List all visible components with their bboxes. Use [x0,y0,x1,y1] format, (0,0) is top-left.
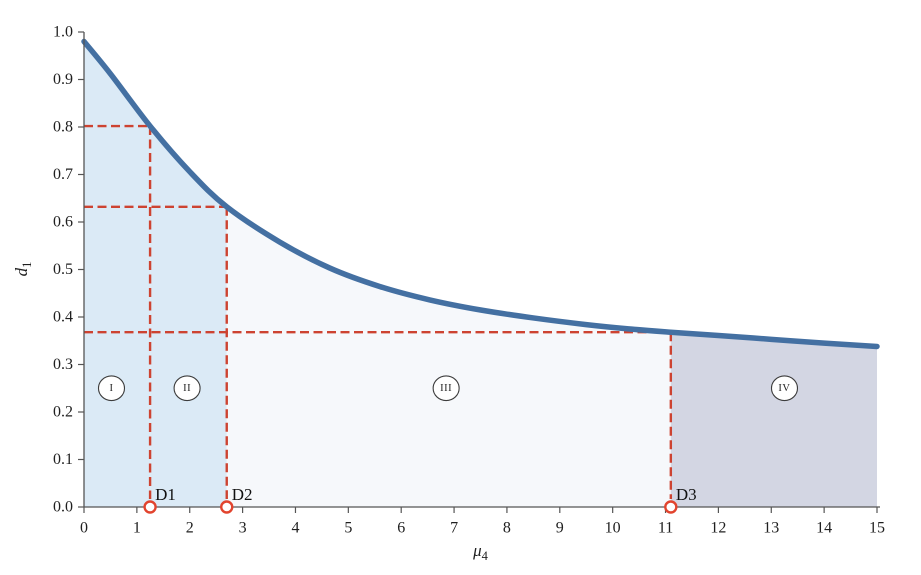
region-badge-label-II: II [183,383,191,394]
x-tick-label: 13 [763,520,779,537]
region-badge-circle-IV [770,375,799,402]
region-badge-IV: IV [770,375,799,402]
axis-labels-layer: μ4 d1 [12,262,489,563]
design-points-layer: D1 D2 D3 [143,485,697,514]
region-badge-II: II [173,375,201,402]
y-tick-label: 0.2 [53,404,73,421]
x-tick-label: 4 [291,520,299,537]
x-tick-label: 3 [239,520,247,537]
region-fill-IV [670,332,877,507]
design-point-marker-D2 [220,500,234,514]
axes-layer: 0 1 2 3 4 5 6 7 8 9 10 11 12 13 14 150.00.10.20.30.40.5… [53,24,885,537]
design-point-label-D2: D2 [232,485,253,504]
y-tick-label: 0.9 [53,71,73,88]
design-point-marker-D3 [664,500,678,514]
x-tick-label: 9 [556,520,564,537]
x-tick-label: 0 [80,520,88,537]
y-tick-label: 0.8 [53,119,73,136]
region-badge-circle-III [432,375,460,402]
x-tick-label: 8 [503,520,511,537]
design-point-label-D1: D1 [155,485,176,504]
x-tick-label: 14 [816,520,832,537]
design-point-marker-D1 [143,500,157,514]
region-fill-II [150,126,227,508]
guide-lines-layer [84,124,673,499]
x-axis-title: μ4 [472,541,489,563]
x-tick-label: 12 [710,520,726,537]
region-badge-I: I [97,375,126,402]
y-tick-label: 0.7 [53,166,73,183]
design-point-D1: D1 [143,485,176,514]
x-axis-ticks: 0 1 2 3 4 5 6 7 8 9 10 11 12 13 14 15 [80,507,885,537]
region-badge-circle-II [173,375,201,402]
y-tick-label: 0.0 [53,499,73,516]
y-axis-ticks: 0.0 0.1 0.2 0.3 0.4 0.5 0.6 0.7 0.8 0.9 1.0 [53,24,84,516]
design-point-D3: D3 [664,485,697,514]
y-tick-label: 1.0 [53,24,73,41]
guide-lines-D3 [84,331,673,499]
x-tick-label: 2 [186,520,194,537]
design-point-D2: D2 [220,485,253,514]
curve-layer [81,38,880,350]
region-fills-layer [84,41,877,508]
x-tick-label: 5 [344,520,352,537]
guide-lines-D1 [84,124,152,499]
region-badges-layer: I II III IV [97,375,799,402]
x-tick-label: 15 [869,520,885,537]
x-tick-label: 10 [605,520,621,537]
d1-vs-mu4-boundary-curve [81,38,880,350]
x-tick-label: 6 [397,520,405,537]
region-badge-label-IV: IV [778,383,790,394]
guide-lines-D2 [84,205,228,499]
region-badge-circle-I [97,375,126,402]
y-tick-label: 0.5 [53,261,73,278]
region-fill-III [226,206,671,508]
x-tick-label: 1 [133,520,141,537]
x-tick-label: 11 [658,520,673,537]
y-axis-title: d1 [12,262,34,277]
y-tick-label: 0.3 [53,356,73,373]
y-tick-label: 0.6 [53,214,73,231]
region-badge-III: III [432,375,460,402]
region-badge-label-I: I [109,383,113,394]
y-tick-label: 0.1 [53,451,73,468]
x-tick-label: 7 [450,520,458,537]
design-point-label-D3: D3 [676,485,697,504]
y-tick-label: 0.4 [53,309,73,326]
region-badge-label-III: III [440,383,452,394]
